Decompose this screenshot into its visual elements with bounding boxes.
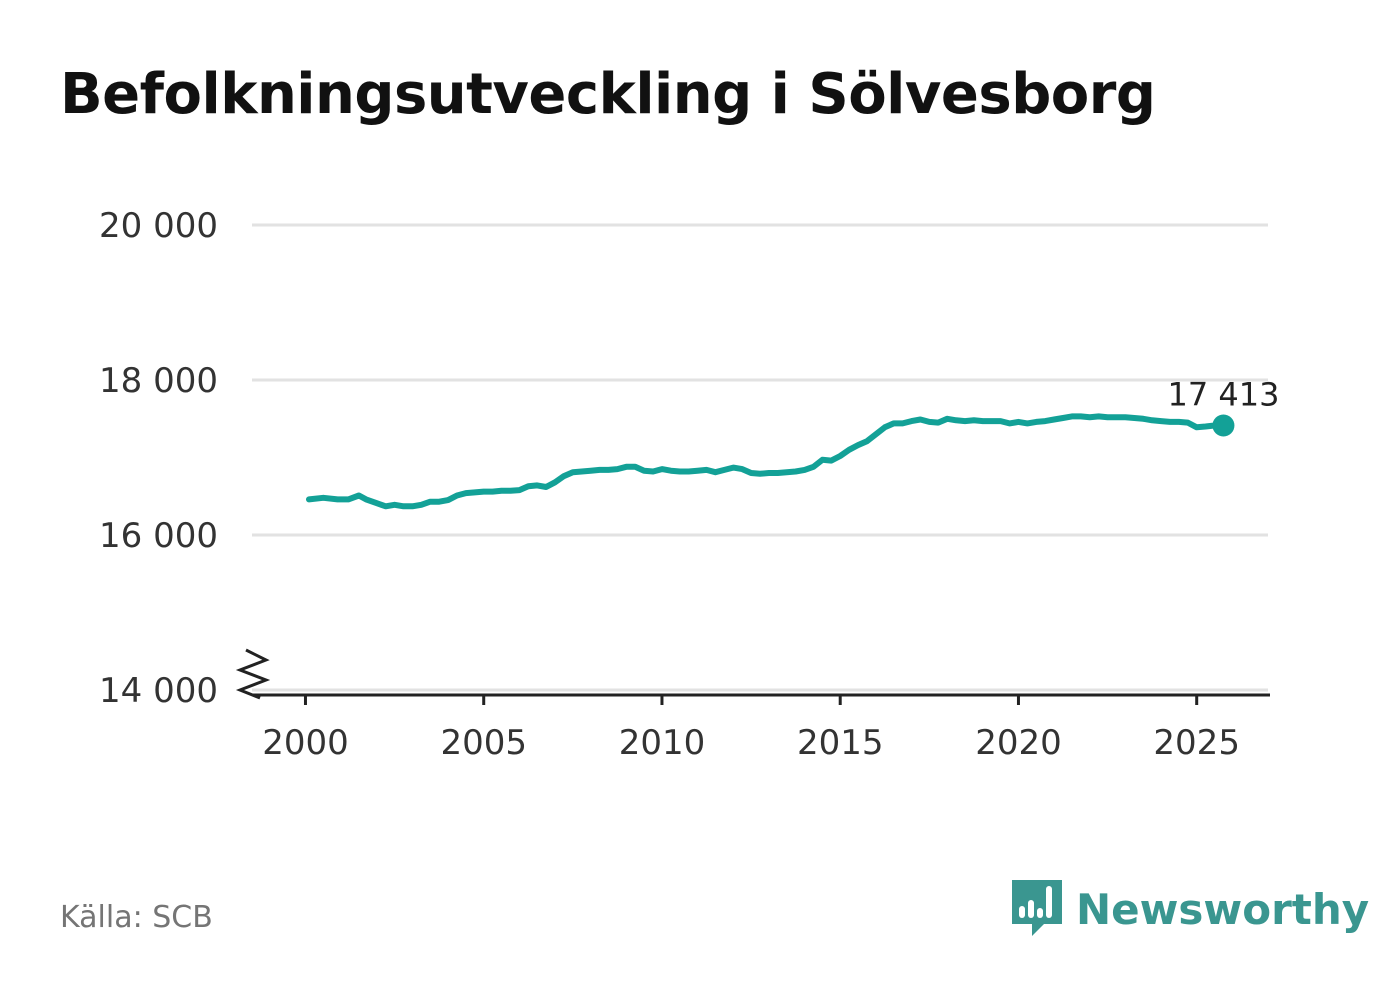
x-tick-label: 2015 xyxy=(797,723,884,763)
x-tick-label: 2010 xyxy=(619,723,706,763)
annotation-group: 17 413 xyxy=(1167,375,1279,437)
y-tick-label: 20 000 xyxy=(99,206,218,246)
y-tick-label: 14 000 xyxy=(99,671,218,711)
last-value-label: 17 413 xyxy=(1167,375,1279,413)
x-tick-label: 2005 xyxy=(440,723,527,763)
x-axis: 2000 2005 2010 2015 2020 2025 xyxy=(252,693,1270,763)
y-axis: 14 000 16 000 18 000 20 000 xyxy=(99,206,271,711)
newsworthy-logo-icon xyxy=(1012,880,1062,936)
axis-break-mark xyxy=(235,648,271,700)
series-group xyxy=(306,413,1227,510)
series-line xyxy=(306,413,1227,510)
source-label: Källa: SCB xyxy=(60,900,213,935)
gridlines xyxy=(252,223,1268,692)
chart-title: Befolkningsutveckling i Sölvesborg xyxy=(60,62,1156,127)
last-value-point xyxy=(1212,414,1235,437)
brand-logo[interactable]: Newsworthy xyxy=(1010,878,1369,940)
x-tick-label: 2020 xyxy=(975,723,1062,763)
x-tick-label: 2000 xyxy=(262,723,349,763)
y-tick-label: 18 000 xyxy=(99,361,218,401)
y-tick-label: 16 000 xyxy=(99,516,218,556)
x-tick-label: 2025 xyxy=(1153,723,1240,763)
brand-name: Newsworthy xyxy=(1076,884,1370,934)
